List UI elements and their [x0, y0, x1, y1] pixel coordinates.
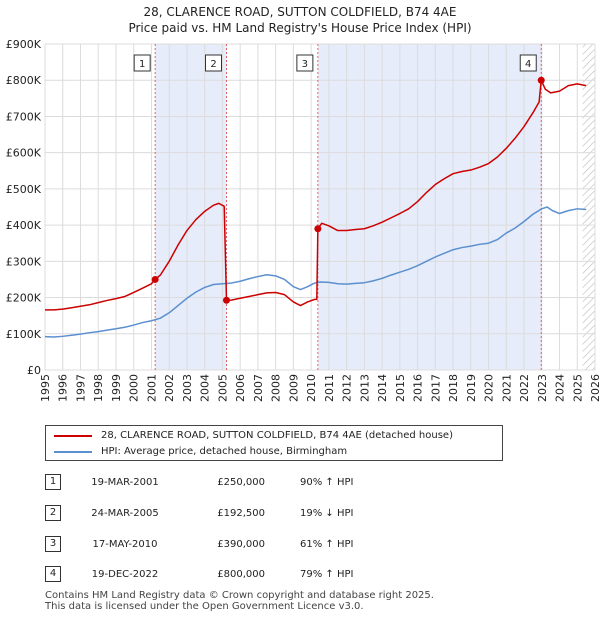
sale-number-label: 4 [525, 59, 531, 70]
x-tick-label: 2012 [341, 374, 354, 402]
y-tick-label: £600K [6, 147, 42, 160]
shaded-period [155, 44, 227, 370]
sale-price: £390,000 [217, 539, 265, 550]
x-tick-label: 1998 [92, 374, 105, 402]
price-chart: 1 2 3 4 £0 £100K £200K £300K £400K £500K £600K £700… [6, 38, 600, 402]
x-tick-label: 1996 [57, 374, 70, 402]
y-tick-label: £300K [6, 255, 42, 268]
sale-price: £250,000 [217, 477, 265, 488]
y-tick-label: £200K [6, 292, 42, 305]
sale-hpi-change: 90% ↑ HPI [300, 477, 354, 488]
x-tick-label: 2001 [145, 374, 158, 402]
footer-license: This data is licensed under the Open Gov… [45, 601, 364, 612]
sale-number-label: 2 [210, 59, 216, 70]
x-tick-label: 2018 [447, 374, 460, 402]
table-row: 3 17-MAY-2010 £390,000 61% ↑ HPI [45, 536, 465, 554]
legend-label-hpi: HPI: Average price, detached house, Birm… [101, 446, 348, 457]
legend: 28, CLARENCE ROAD, SUTTON COLDFIELD, B74… [45, 425, 503, 461]
footer-copyright: Contains HM Land Registry data © Crown c… [45, 590, 434, 601]
sale-date: 19-DEC-2022 [91, 569, 159, 580]
x-tick-label: 2019 [465, 374, 478, 402]
y-tick-label: £700K [6, 110, 42, 123]
legend-label-property: 28, CLARENCE ROAD, SUTTON COLDFIELD, B74… [101, 430, 453, 441]
x-tick-label: 2023 [536, 374, 549, 402]
x-tick-label: 2017 [429, 374, 442, 402]
legend-swatch-hpi [54, 451, 92, 453]
sale-date: 19-MAR-2001 [91, 477, 159, 488]
y-tick-label: £500K [6, 183, 42, 196]
x-tick-label: 2005 [216, 374, 229, 402]
sale-point [537, 76, 545, 84]
x-tick-label: 2016 [412, 374, 425, 402]
x-tick-label: 2014 [376, 374, 389, 402]
x-tick-label: 2011 [323, 374, 336, 402]
x-tick-label: 2002 [163, 374, 176, 402]
x-tick-label: 2009 [287, 374, 300, 402]
x-tick-label: 1999 [110, 374, 123, 402]
y-tick-label: £900K [6, 38, 42, 51]
sale-number-label: 1 [139, 59, 145, 70]
sale-point [223, 296, 230, 304]
sale-price: £192,500 [217, 508, 265, 519]
sale-number-badge: 3 [45, 536, 61, 552]
sale-number-label: 3 [302, 59, 308, 70]
x-tick-label: 1997 [74, 374, 87, 402]
sale-number-badge: 2 [45, 505, 61, 521]
sale-number-box [519, 54, 537, 72]
sale-hpi-change: 19% ↓ HPI [300, 508, 354, 519]
table-row: 2 24-MAR-2005 £192,500 19% ↓ HPI [45, 505, 465, 523]
x-tick-label: 2004 [199, 374, 212, 402]
property-series-line [45, 79, 587, 311]
sale-number-box [133, 54, 151, 72]
sale-number-box [296, 54, 314, 72]
x-tick-label: 2022 [518, 374, 531, 402]
x-tick-label: 2003 [181, 374, 194, 402]
y-tick-label: £0 [27, 364, 41, 377]
sale-hpi-change: 61% ↑ HPI [300, 539, 354, 550]
future-hatch-region [582, 44, 595, 370]
sale-number-badge: 1 [45, 474, 61, 490]
chart-subtitle: Price paid vs. HM Land Registry's House … [128, 21, 472, 35]
sale-number-badge: 4 [45, 566, 61, 582]
y-tick-label: £100K [6, 328, 42, 341]
x-tick-label: 2006 [234, 374, 247, 402]
x-tick-label: 1995 [39, 374, 52, 402]
legend-swatch-property [54, 435, 92, 437]
x-tick-label: 2026 [589, 374, 600, 402]
x-tick-label: 2000 [128, 374, 141, 402]
x-tick-label: 2007 [252, 374, 265, 402]
x-tick-label: 2010 [305, 374, 318, 402]
sale-price: £800,000 [217, 569, 265, 580]
shaded-period [317, 44, 542, 370]
sale-point [314, 225, 322, 233]
x-tick-label: 2024 [554, 374, 567, 402]
x-tick-label: 2008 [270, 374, 283, 402]
x-tick-label: 2021 [500, 374, 513, 402]
x-tick-label: 2025 [571, 374, 584, 402]
sale-hpi-change: 79% ↑ HPI [300, 569, 354, 580]
sale-number-box [205, 54, 222, 72]
y-tick-label: £400K [6, 219, 42, 232]
sale-point [151, 275, 159, 283]
sale-date: 17-MAY-2010 [92, 539, 158, 550]
y-tick-label: £800K [6, 74, 42, 87]
x-tick-label: 2013 [358, 374, 371, 402]
chart-title: 28, CLARENCE ROAD, SUTTON COLDFIELD, B74… [143, 5, 457, 19]
table-row: 1 19-MAR-2001 £250,000 90% ↑ HPI [45, 474, 465, 492]
x-tick-label: 2020 [483, 374, 496, 402]
x-tick-label: 2015 [394, 374, 407, 402]
sale-date: 24-MAR-2005 [91, 508, 159, 519]
table-row: 4 19-DEC-2022 £800,000 79% ↑ HPI [45, 566, 465, 584]
